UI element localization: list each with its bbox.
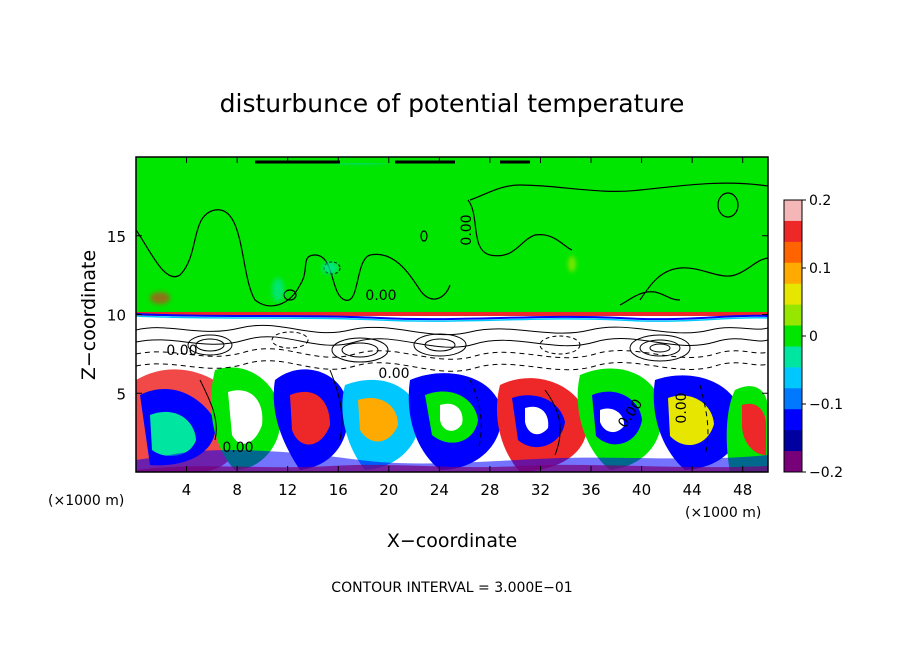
x-tick-label: 28 <box>480 481 499 499</box>
colorbar-swatch <box>784 304 802 327</box>
x-tick-label: 4 <box>182 481 192 499</box>
contour-label: 0.00 <box>222 440 253 456</box>
colorbar-tick-label: 0.2 <box>809 193 831 209</box>
colorbar-swatch <box>784 367 802 389</box>
contour-label: 0.00 <box>365 288 396 304</box>
y-tick-label: 15 <box>107 228 126 246</box>
colorbar-swatch <box>784 200 802 222</box>
colorbar-swatch <box>784 241 802 264</box>
contour-interval-annotation: CONTOUR INTERVAL = 3.000E−01 <box>331 580 572 596</box>
x-tick-label: 8 <box>232 481 242 499</box>
colorbar-swatch <box>784 262 802 285</box>
plot-area <box>136 157 768 472</box>
x-tick-label: 44 <box>683 481 702 499</box>
colorbar-tick-label: 0 <box>809 329 818 345</box>
x-tick-label: 36 <box>581 481 600 499</box>
interface-band <box>136 312 768 316</box>
colorbar-swatch <box>784 388 802 410</box>
colorbar-swatch <box>784 325 802 347</box>
x-tick-label: 24 <box>430 481 449 499</box>
contour-label: 0.00 <box>674 392 690 423</box>
y-axis: 5 10 15 <box>107 228 768 403</box>
x-unit-left: (×1000 m) <box>48 493 124 509</box>
lower-contours <box>136 324 768 456</box>
colorbar-swatch <box>784 220 802 243</box>
x-tick-label: 16 <box>329 481 348 499</box>
contour-label: 0.00 <box>166 343 197 359</box>
x-tick-label: 12 <box>278 481 297 499</box>
colorbar-ticks: 0.2 0.1 0 −0.1 −0.2 <box>802 193 843 481</box>
x-axis-label: X−coordinate <box>387 530 517 552</box>
y-axis-label: Z−coordinate <box>78 250 100 380</box>
contour-label: 0.00 <box>459 214 475 245</box>
colorbar-swatch <box>784 409 802 431</box>
colorbar-tick-label: −0.1 <box>809 397 843 413</box>
upper-layer-fill <box>136 157 768 312</box>
x-tick-label: 40 <box>632 481 651 499</box>
colorbar-swatch <box>784 283 802 306</box>
x-unit-right: (×1000 m) <box>685 505 761 521</box>
upper-contours <box>136 182 768 307</box>
chart-title: disturbunce of potential temperature <box>220 89 685 118</box>
colorbar-swatch <box>784 451 802 473</box>
colorbar-tick-label: −0.2 <box>809 465 843 481</box>
y-tick-label: 5 <box>116 385 126 403</box>
x-tick-label: 48 <box>733 481 752 499</box>
turbulence-field <box>136 367 768 472</box>
colorbar <box>783 199 803 473</box>
contour-label: 0.00 <box>378 366 409 382</box>
colorbar-swatch <box>784 346 802 368</box>
x-tick-label: 32 <box>531 481 550 499</box>
x-tick-label: 20 <box>379 481 398 499</box>
y-tick-label: 10 <box>107 307 126 325</box>
colorbar-swatch <box>784 430 802 452</box>
x-axis: 4 8 12 16 20 24 28 32 36 40 44 48 <box>182 157 752 499</box>
colorbar-tick-label: 0.1 <box>809 261 831 277</box>
